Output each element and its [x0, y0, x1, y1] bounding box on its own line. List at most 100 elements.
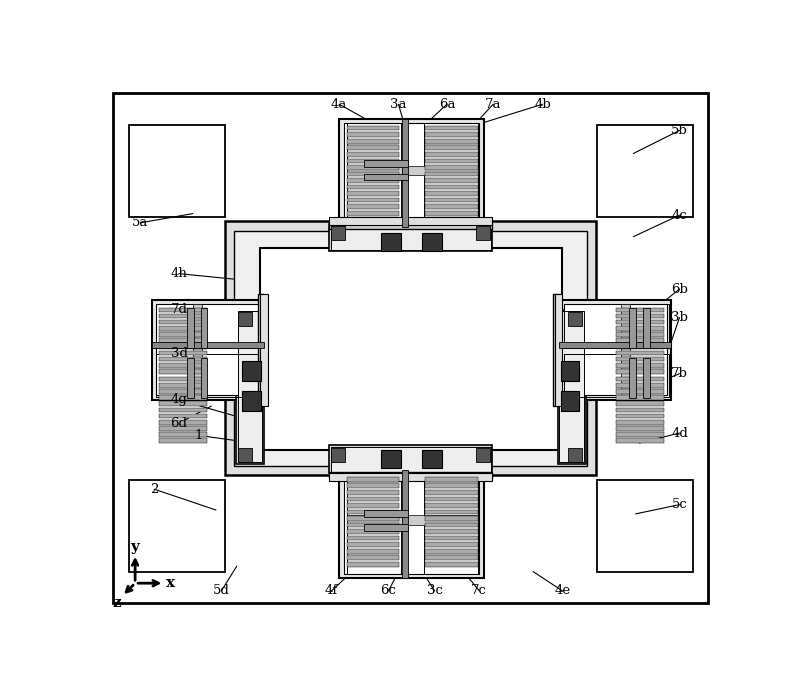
- Bar: [364, 510, 409, 517]
- Bar: [152, 342, 264, 349]
- Bar: [616, 326, 664, 331]
- Bar: [561, 391, 579, 411]
- Bar: [331, 448, 346, 462]
- Bar: [476, 448, 490, 462]
- Bar: [347, 503, 399, 508]
- Bar: [347, 192, 399, 196]
- Bar: [426, 192, 478, 196]
- Bar: [329, 473, 492, 481]
- Bar: [159, 313, 206, 318]
- Bar: [616, 307, 664, 312]
- Text: 3d: 3d: [170, 347, 187, 360]
- Bar: [597, 125, 694, 218]
- Bar: [159, 426, 206, 431]
- Bar: [426, 178, 478, 183]
- Bar: [426, 516, 478, 521]
- Text: 5c: 5c: [672, 498, 687, 511]
- Bar: [329, 223, 492, 229]
- Bar: [616, 338, 664, 343]
- Bar: [339, 470, 484, 578]
- Bar: [347, 165, 399, 169]
- Bar: [616, 426, 664, 431]
- Bar: [426, 139, 478, 143]
- Text: z: z: [112, 596, 121, 610]
- Bar: [426, 158, 478, 163]
- Text: 6d: 6d: [170, 417, 187, 429]
- Bar: [159, 383, 206, 388]
- Bar: [238, 448, 252, 462]
- Bar: [616, 313, 664, 318]
- Text: y: y: [130, 540, 139, 554]
- Text: 4g: 4g: [170, 393, 187, 407]
- Bar: [616, 332, 664, 337]
- Text: 4e: 4e: [554, 584, 570, 597]
- Bar: [347, 123, 401, 223]
- Bar: [344, 474, 479, 574]
- Bar: [260, 294, 267, 406]
- Bar: [159, 438, 206, 443]
- Bar: [159, 432, 206, 437]
- Text: 4d: 4d: [671, 426, 688, 440]
- Bar: [616, 351, 664, 356]
- Bar: [630, 308, 636, 349]
- Bar: [424, 123, 478, 223]
- Text: 7d: 7d: [170, 303, 187, 316]
- Bar: [156, 305, 261, 347]
- Bar: [347, 145, 399, 150]
- Bar: [347, 484, 399, 488]
- Text: 7c: 7c: [471, 584, 487, 597]
- Bar: [616, 369, 664, 373]
- Bar: [234, 231, 587, 466]
- Bar: [630, 358, 636, 398]
- Bar: [347, 542, 399, 547]
- Text: 3a: 3a: [390, 98, 406, 111]
- Bar: [426, 503, 478, 508]
- Bar: [347, 132, 399, 137]
- Bar: [426, 172, 478, 176]
- Bar: [426, 529, 478, 534]
- Bar: [568, 312, 582, 326]
- Bar: [159, 320, 206, 325]
- Bar: [616, 357, 664, 362]
- Bar: [159, 420, 206, 424]
- Bar: [402, 470, 409, 578]
- Bar: [402, 119, 409, 227]
- Bar: [347, 555, 399, 560]
- Bar: [159, 307, 206, 312]
- Bar: [616, 389, 664, 393]
- Bar: [347, 536, 399, 540]
- Bar: [426, 145, 478, 150]
- Bar: [156, 305, 259, 395]
- Bar: [476, 226, 490, 240]
- Text: 7a: 7a: [485, 98, 502, 111]
- Text: 3c: 3c: [426, 584, 442, 597]
- Bar: [329, 224, 492, 251]
- Bar: [330, 447, 491, 471]
- Bar: [554, 294, 559, 406]
- Bar: [347, 523, 399, 527]
- Bar: [347, 178, 399, 183]
- Bar: [564, 305, 669, 347]
- Bar: [159, 351, 206, 356]
- Bar: [159, 395, 206, 400]
- Text: 6b: 6b: [671, 282, 688, 296]
- Text: 7b: 7b: [671, 367, 688, 380]
- Bar: [329, 218, 492, 225]
- Bar: [193, 305, 202, 395]
- Bar: [129, 125, 226, 218]
- Bar: [159, 389, 206, 393]
- Bar: [159, 369, 206, 373]
- Bar: [347, 516, 399, 521]
- Bar: [426, 497, 478, 501]
- Bar: [242, 391, 261, 411]
- Bar: [426, 510, 478, 514]
- Bar: [426, 536, 478, 540]
- Bar: [242, 362, 261, 382]
- Bar: [159, 332, 206, 337]
- Bar: [329, 471, 492, 477]
- Bar: [258, 294, 264, 406]
- Bar: [426, 484, 478, 488]
- Text: 6c: 6c: [381, 584, 396, 597]
- Bar: [347, 185, 399, 189]
- Bar: [381, 450, 401, 469]
